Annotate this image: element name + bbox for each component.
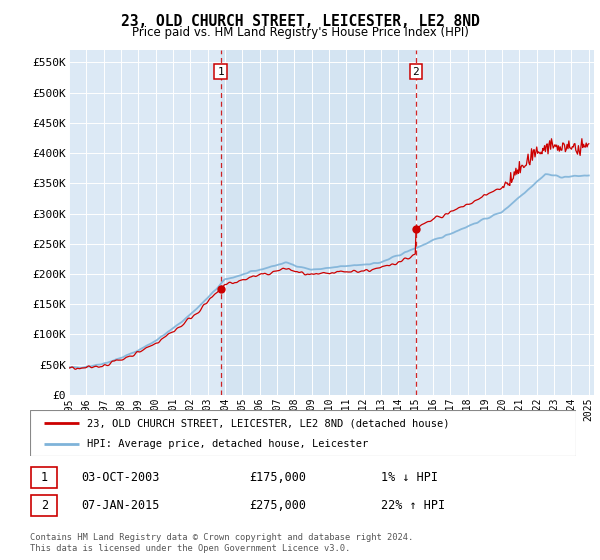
Text: 22% ↑ HPI: 22% ↑ HPI xyxy=(381,499,445,512)
Text: 07-JAN-2015: 07-JAN-2015 xyxy=(81,499,160,512)
FancyBboxPatch shape xyxy=(31,495,58,516)
Text: Price paid vs. HM Land Registry's House Price Index (HPI): Price paid vs. HM Land Registry's House … xyxy=(131,26,469,39)
Text: 2: 2 xyxy=(413,67,419,77)
FancyBboxPatch shape xyxy=(30,410,576,456)
Text: 1: 1 xyxy=(41,470,48,484)
Text: 2: 2 xyxy=(41,499,48,512)
Text: 03-OCT-2003: 03-OCT-2003 xyxy=(81,470,160,484)
Bar xyxy=(221,50,416,395)
Text: £175,000: £175,000 xyxy=(249,470,306,484)
Text: 1: 1 xyxy=(217,67,224,77)
Text: Contains HM Land Registry data © Crown copyright and database right 2024.
This d: Contains HM Land Registry data © Crown c… xyxy=(30,533,413,553)
Text: 23, OLD CHURCH STREET, LEICESTER, LE2 8ND: 23, OLD CHURCH STREET, LEICESTER, LE2 8N… xyxy=(121,14,479,29)
Text: £275,000: £275,000 xyxy=(249,499,306,512)
Text: 1% ↓ HPI: 1% ↓ HPI xyxy=(381,470,438,484)
Text: 23, OLD CHURCH STREET, LEICESTER, LE2 8ND (detached house): 23, OLD CHURCH STREET, LEICESTER, LE2 8N… xyxy=(88,418,450,428)
Text: HPI: Average price, detached house, Leicester: HPI: Average price, detached house, Leic… xyxy=(88,440,368,450)
FancyBboxPatch shape xyxy=(31,466,58,488)
